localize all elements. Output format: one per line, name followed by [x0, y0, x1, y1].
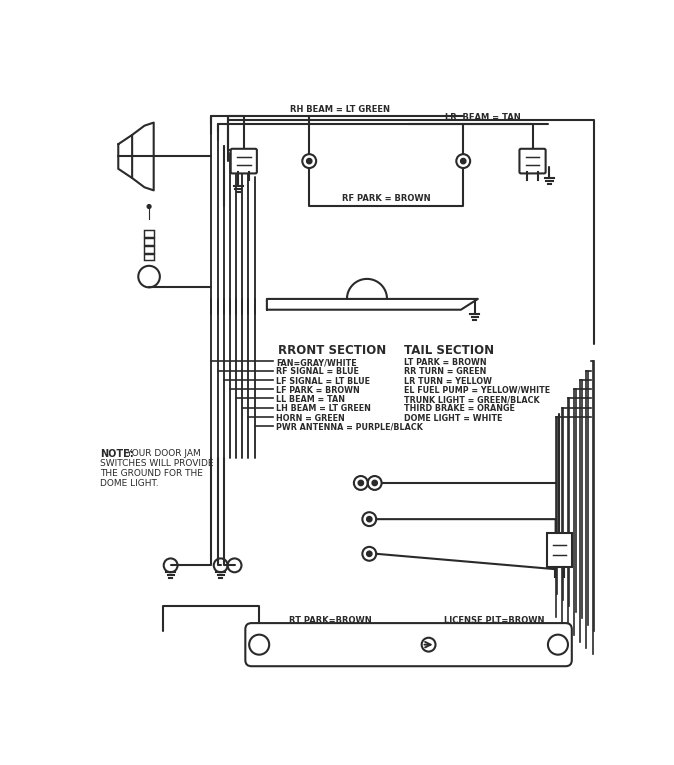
Circle shape: [367, 552, 371, 556]
Text: RT PARK=BROWN: RT PARK=BROWN: [289, 616, 372, 625]
Circle shape: [372, 480, 377, 485]
FancyBboxPatch shape: [231, 148, 257, 174]
Circle shape: [307, 159, 311, 164]
Text: LL BEAM = TAN: LL BEAM = TAN: [276, 396, 345, 404]
Bar: [144, 238, 154, 245]
Text: RF PARK = BROWN: RF PARK = BROWN: [342, 194, 431, 203]
Text: LF SIGNAL = LT BLUE: LF SIGNAL = LT BLUE: [276, 376, 370, 386]
FancyBboxPatch shape: [245, 623, 572, 666]
Text: DOME LIGHT = WHITE: DOME LIGHT = WHITE: [404, 414, 502, 422]
Text: EL FUEL PUMP = YELLOW/WHITE: EL FUEL PUMP = YELLOW/WHITE: [404, 386, 550, 395]
Text: HORN = GREEN: HORN = GREEN: [276, 414, 345, 422]
Circle shape: [461, 159, 466, 164]
Bar: [547, 533, 572, 567]
Text: THIRD BRAKE = ORANGE: THIRD BRAKE = ORANGE: [404, 405, 515, 413]
Text: TRUNK LIGHT = GREEN/BLACK: TRUNK LIGHT = GREEN/BLACK: [404, 396, 540, 404]
Bar: [144, 230, 154, 237]
Bar: [144, 253, 154, 260]
Text: TAIL SECTION: TAIL SECTION: [404, 344, 494, 357]
Circle shape: [359, 480, 363, 485]
Text: RF SIGNAL = BLUE: RF SIGNAL = BLUE: [276, 367, 359, 376]
Text: LT PARK = BROWN: LT PARK = BROWN: [404, 358, 487, 367]
Text: FAN=GRAY/WHITE: FAN=GRAY/WHITE: [276, 358, 357, 367]
Text: SWITCHES WILL PROVIDE: SWITCHES WILL PROVIDE: [100, 459, 213, 468]
Text: LH BEAM = LT GREEN: LH BEAM = LT GREEN: [276, 405, 371, 413]
Text: LICENSE PLT=BROWN: LICENSE PLT=BROWN: [443, 616, 545, 625]
Text: RRONT SECTION: RRONT SECTION: [278, 344, 387, 357]
Text: LR TURN = YELLOW: LR TURN = YELLOW: [404, 376, 492, 386]
Text: THE GROUND FOR THE: THE GROUND FOR THE: [100, 469, 203, 478]
Text: RR TURN = GREEN: RR TURN = GREEN: [404, 367, 487, 376]
Circle shape: [367, 517, 371, 522]
FancyBboxPatch shape: [520, 148, 546, 174]
Text: DOME LIGHT.: DOME LIGHT.: [100, 479, 158, 488]
Text: RH BEAM = LT GREEN: RH BEAM = LT GREEN: [290, 105, 390, 114]
Text: LF PARK = BROWN: LF PARK = BROWN: [276, 386, 360, 395]
Text: LR  BEAM = TAN: LR BEAM = TAN: [445, 112, 520, 122]
Bar: [144, 246, 154, 252]
Text: PWR ANTENNA = PURPLE/BLACK: PWR ANTENNA = PURPLE/BLACK: [276, 423, 423, 432]
Text: NOTE:: NOTE:: [100, 449, 133, 459]
Text: YOUR DOOR JAM: YOUR DOOR JAM: [125, 449, 201, 458]
Circle shape: [148, 205, 150, 208]
